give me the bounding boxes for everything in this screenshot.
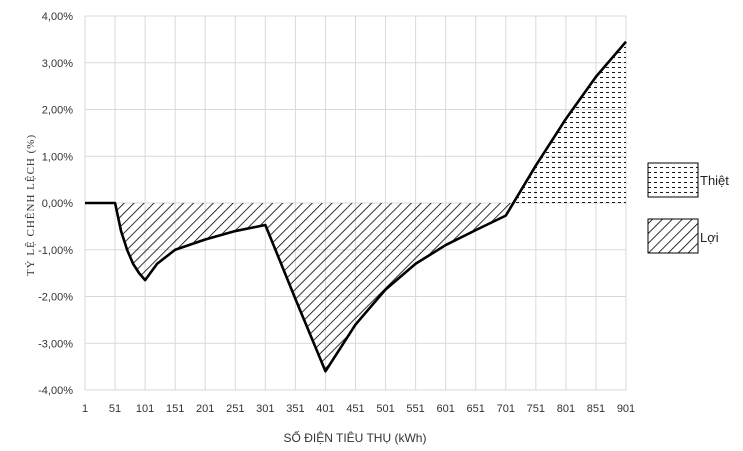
y-tick-label: 2,00%: [42, 105, 73, 117]
y-tick-label: 3,00%: [42, 58, 73, 70]
series-line: [85, 40, 627, 373]
x-tick-label: 1: [82, 403, 88, 415]
y-tick-labels: 4,00% 3,00% 2,00% 1,00% 0,00% -1,00% -2,00% -3,…: [38, 11, 73, 397]
legend-swatch-thiet: [647, 162, 699, 198]
y-tick-label: 1,00%: [42, 151, 73, 163]
legend-swatch-loi: [647, 218, 699, 254]
y-tick-label: -3,00%: [38, 338, 73, 350]
y-axis-title: TỶ LỆ CHÊNH LỆCH (%): [25, 134, 37, 276]
y-tick-label: -2,00%: [38, 292, 73, 304]
x-axis-title: SỐ ĐIỆN TIÊU THỤ (kWh): [284, 430, 427, 445]
x-tick-label: 101: [136, 403, 154, 415]
area-fills: [85, 41, 626, 372]
x-tick-label: 501: [376, 403, 394, 415]
x-tick-label: 651: [467, 403, 485, 415]
x-tick-label: 451: [346, 403, 364, 415]
x-tick-label: 551: [406, 403, 424, 415]
x-tick-label: 801: [557, 403, 575, 415]
legend-label-thiet: Thiệt: [700, 173, 729, 188]
x-tick-label: 901: [617, 403, 635, 415]
x-tick-label: 351: [286, 403, 304, 415]
legend: Thiệt Lợi: [647, 162, 729, 254]
area-loi: [85, 203, 514, 372]
series-line-group: [85, 40, 627, 373]
legend-label-loi: Lợi: [700, 230, 719, 245]
y-tick-label: 0,00%: [42, 198, 73, 210]
area-thiet: [513, 41, 626, 204]
y-tick-label: -1,00%: [38, 245, 73, 257]
x-tick-label: 851: [587, 403, 605, 415]
x-tick-label: 701: [497, 403, 515, 415]
x-tick-label: 151: [166, 403, 184, 415]
x-tick-label: 301: [256, 403, 274, 415]
x-tick-label: 201: [196, 403, 214, 415]
y-tick-label: 4,00%: [42, 11, 73, 23]
x-tick-label: 751: [527, 403, 545, 415]
x-tick-label: 401: [316, 403, 334, 415]
x-tick-labels: 1 51 101 151 201 251 301 351 401 451 501 551 601 651 7…: [82, 403, 635, 415]
x-tick-label: 601: [436, 403, 454, 415]
y-tick-label: -4,00%: [38, 385, 73, 397]
x-tick-label: 51: [109, 403, 121, 415]
x-tick-label: 251: [226, 403, 244, 415]
